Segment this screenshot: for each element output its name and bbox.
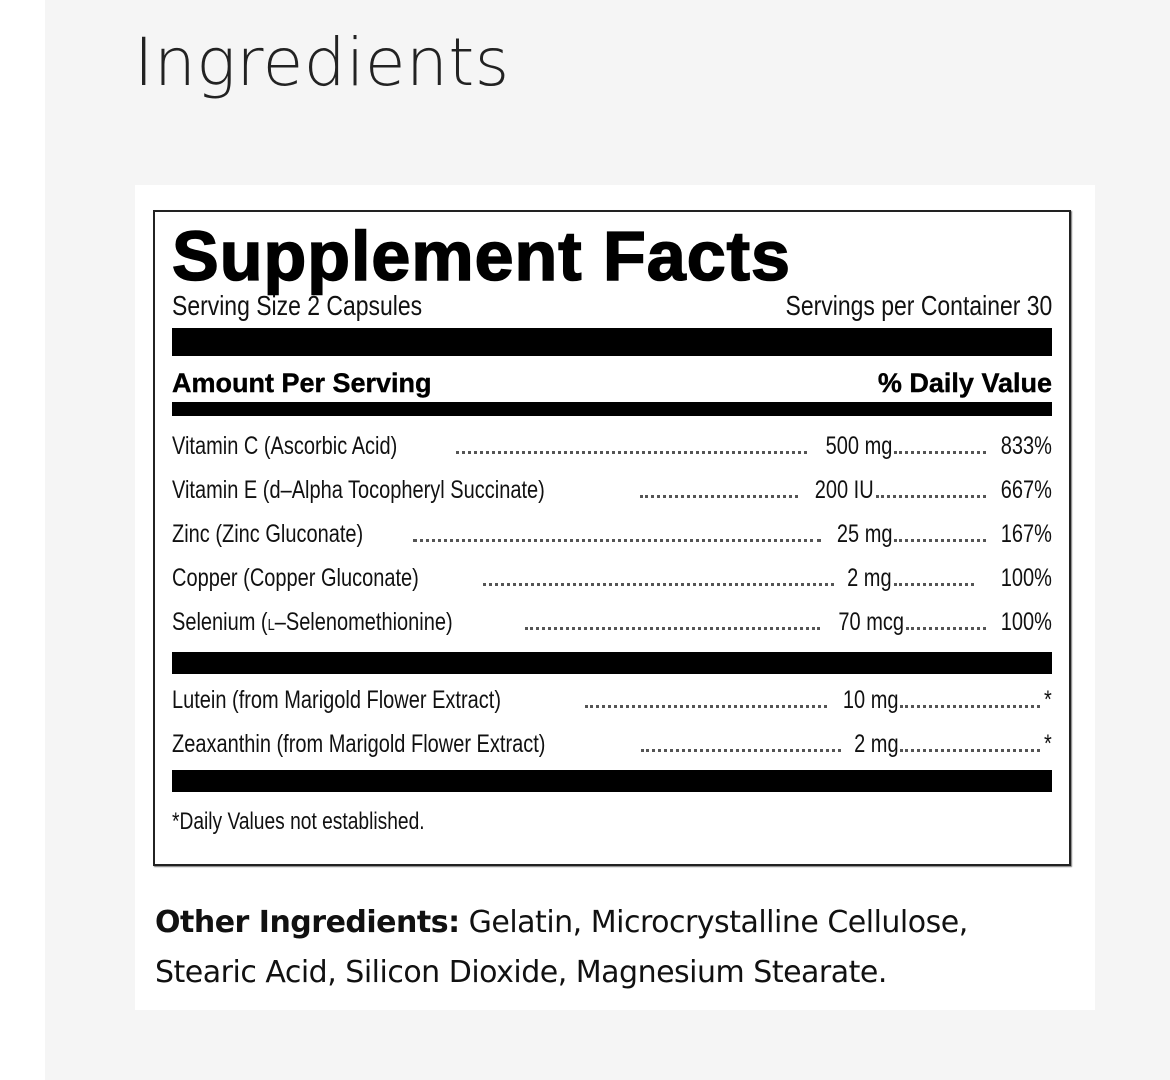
nutrient-row: Vitamin E (d–Alpha Tocopheryl Succinate)… [172,468,1052,512]
other-ingredients: Other Ingredients: Gelatin, Microcrystal… [155,898,1075,998]
nutrient-dv: * [1044,686,1052,714]
nutrient-amount: 2 mg [847,564,893,592]
divider-thick [172,652,1052,674]
nutrient-amount: 25 mg [836,520,893,548]
servings-per-container: Servings per Container 30 [785,290,1052,321]
nutrient-dv: 100% [1000,564,1052,592]
nutrient-dv: 167% [1000,520,1052,548]
serving-size: Serving Size 2 Capsules [172,290,423,321]
nutrient-dv: 100% [1000,608,1052,636]
nutrient-name: Zeaxanthin (from Marigold Flower Extract… [172,730,546,758]
leader-dots [900,705,1041,708]
nutrient-amount: 10 mg [842,686,899,714]
nutrient-dv: * [1044,730,1052,758]
nutrient-name: Vitamin E (d–Alpha Tocopheryl Succinate) [172,476,545,504]
nutrient-row: Zinc (Zinc Gluconate) 25 mg 167% [172,512,1052,556]
leader-dots [482,583,835,586]
nutrient-row: Vitamin C (Ascorbic Acid) 500 mg 833% [172,424,1052,468]
label-title: Supplement Facts [171,217,791,295]
leader-dots [585,705,827,708]
nutrient-name: Zinc (Zinc Gluconate) [172,520,364,548]
leader-dots [900,749,1041,752]
nutrient-list: Vitamin C (Ascorbic Acid) 500 mg 833% Vi… [172,424,1052,648]
leader-dots [524,627,821,630]
leader-dots [894,451,987,454]
other-ingredients-label: Other Ingredients: [155,905,460,940]
divider-medium [172,402,1052,416]
nutrient-name: Vitamin C (Ascorbic Acid) [172,432,398,460]
nutrient-dv: 667% [1000,476,1052,504]
nutrient-amount: 2 mg [853,730,899,758]
leader-dots [894,583,975,586]
leader-dots [906,627,987,630]
leader-dots [640,495,799,498]
supplement-facts-image: Supplement Facts Serving Size 2 Capsules… [135,185,1095,1010]
nutrient-dv: 833% [1000,432,1052,460]
divider-thick [172,770,1052,792]
other-ingredients-text: Gelatin, Microcrystalline Cellulose, Ste… [155,905,968,990]
section-heading: Ingredients [134,24,510,101]
nutrient-amount: 200 IU [815,476,875,504]
nutrient-row: Copper (Copper Gluconate) 2 mg 100% [172,556,1052,600]
footnote: *Daily Values not established. [172,808,425,835]
leader-dots [640,749,841,752]
nutrient-amount: 70 mcg [838,608,905,636]
nutrient-name: Lutein (from Marigold Flower Extract) [172,686,501,714]
leader-dots [412,539,821,542]
nutrient-row: Lutein (from Marigold Flower Extract) 10… [172,678,1052,722]
serving-info: Serving Size 2 Capsules Servings per Con… [172,290,1052,322]
supplement-facts-label: Supplement Facts Serving Size 2 Capsules… [153,210,1071,866]
leader-dots [455,451,807,454]
amount-per-serving-header: Amount Per Serving [172,368,432,398]
other-nutrient-list: Lutein (from Marigold Flower Extract) 10… [172,678,1052,766]
leader-dots [894,539,987,542]
leader-dots [876,495,987,498]
nutrient-amount: 500 mg [825,432,893,460]
nutrient-name: Copper (Copper Gluconate) [172,564,419,592]
divider-thick [172,328,1052,356]
nutrient-row: Zeaxanthin (from Marigold Flower Extract… [172,722,1052,766]
amount-header-row: Amount Per Serving % Daily Value [172,364,1052,402]
nutrient-name: Selenium (L–Selenomethionine) [172,608,453,636]
nutrient-row: Selenium (L–Selenomethionine) 70 mcg 100… [172,600,1052,648]
daily-value-header: % Daily Value [877,368,1052,398]
